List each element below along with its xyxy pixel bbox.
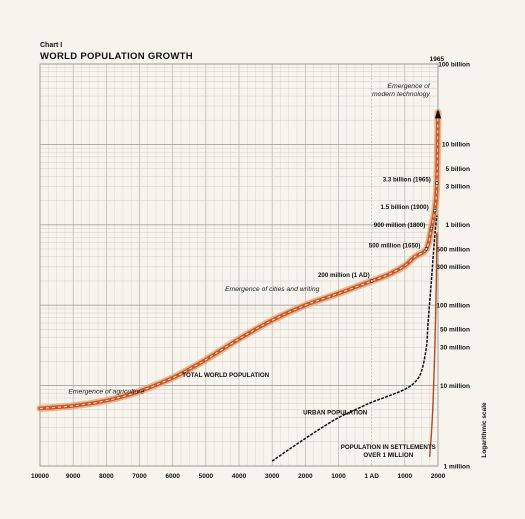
y-tick-label: 10 million — [440, 383, 470, 390]
data-point — [429, 226, 434, 231]
y-axis-ticks: 100 billion 10 billion 5 billion 3 billion 1… — [436, 61, 488, 470]
data-label: 500 million (1650) — [369, 243, 421, 250]
data-point — [435, 181, 439, 185]
annotation: Emergence of modern technology — [372, 83, 431, 98]
y-tick-label: 5 billion — [445, 166, 470, 173]
x-tick-label: 10000 — [31, 473, 49, 480]
annotation-line: modern technology — [372, 91, 430, 98]
data-point — [424, 247, 429, 251]
y-axis-label: Logarithmic scale — [481, 402, 488, 458]
y-tick-label: 300 million — [436, 264, 470, 271]
data-label: 1.5 billion (1900) — [381, 204, 429, 211]
chart-number-label: Chart I — [40, 42, 63, 49]
y-tick-label: 30 million — [440, 345, 470, 352]
data-point — [369, 279, 374, 283]
chart-grid — [39, 63, 439, 467]
y-tick-label: 1 million — [444, 463, 470, 470]
plot-frame — [39, 63, 439, 467]
x-tick-label: 2000 — [298, 473, 313, 480]
annotation: Emergence of agriculture — [68, 388, 144, 395]
y-tick-label: 100 million — [436, 303, 470, 310]
x-axis-ticks: 10000 9000 8000 7000 6000 5000 4000 3000 2000 100… — [31, 473, 446, 480]
data-point — [432, 208, 437, 213]
data-label: 200 million (1 AD) — [318, 272, 370, 279]
y-tick-label: 500 million — [436, 246, 470, 253]
series-label: OVER 1 MILLION — [363, 452, 413, 459]
million-settlements-line — [429, 232, 438, 457]
x-tick-label: 5000 — [199, 473, 214, 480]
x-tick-label: 1000 — [398, 473, 413, 480]
y-tick-label: 50 million — [440, 327, 470, 334]
annotation-line: Emergence of — [388, 83, 431, 90]
x-tick-label: 8000 — [99, 473, 114, 480]
top-year-marker: 1965 — [430, 56, 445, 63]
x-tick-label: 6000 — [165, 473, 180, 480]
series-label: TOTAL WORLD POPULATION — [182, 372, 269, 379]
chart-title-block: Chart I WORLD POPULATION GROWTH — [40, 42, 193, 62]
data-label: 3.3 billion (1965) — [383, 177, 431, 184]
x-tick-label: 1 AD — [364, 473, 379, 480]
urban-population-line — [271, 215, 438, 462]
chart-labels: 200 million (1 AD) 500 million (1650) 900 … — [68, 56, 444, 459]
y-tick-label: 100 billion — [438, 61, 470, 68]
series-label: URBAN POPULATION — [303, 409, 368, 416]
y-tick-label: 10 billion — [442, 142, 470, 149]
x-tick-label: 3000 — [265, 473, 280, 480]
x-tick-label: 7000 — [132, 473, 147, 480]
x-tick-label: 4000 — [232, 473, 247, 480]
chart-title: WORLD POPULATION GROWTH — [40, 51, 193, 62]
y-tick-label: 3 billion — [445, 184, 470, 191]
x-tick-label: 1000 — [331, 473, 346, 480]
y-tick-label: 1 billion — [445, 222, 470, 229]
x-tick-label: 9000 — [66, 473, 81, 480]
data-label: 900 million (1800) — [374, 222, 426, 229]
annotation: Emergence of cities and writing — [225, 286, 320, 293]
total-population-arrow — [434, 109, 442, 119]
series-label: POPULATION IN SETTLEMENTS — [341, 444, 436, 451]
x-tick-label: 2000 — [431, 473, 446, 480]
chart-series — [36, 108, 442, 462]
